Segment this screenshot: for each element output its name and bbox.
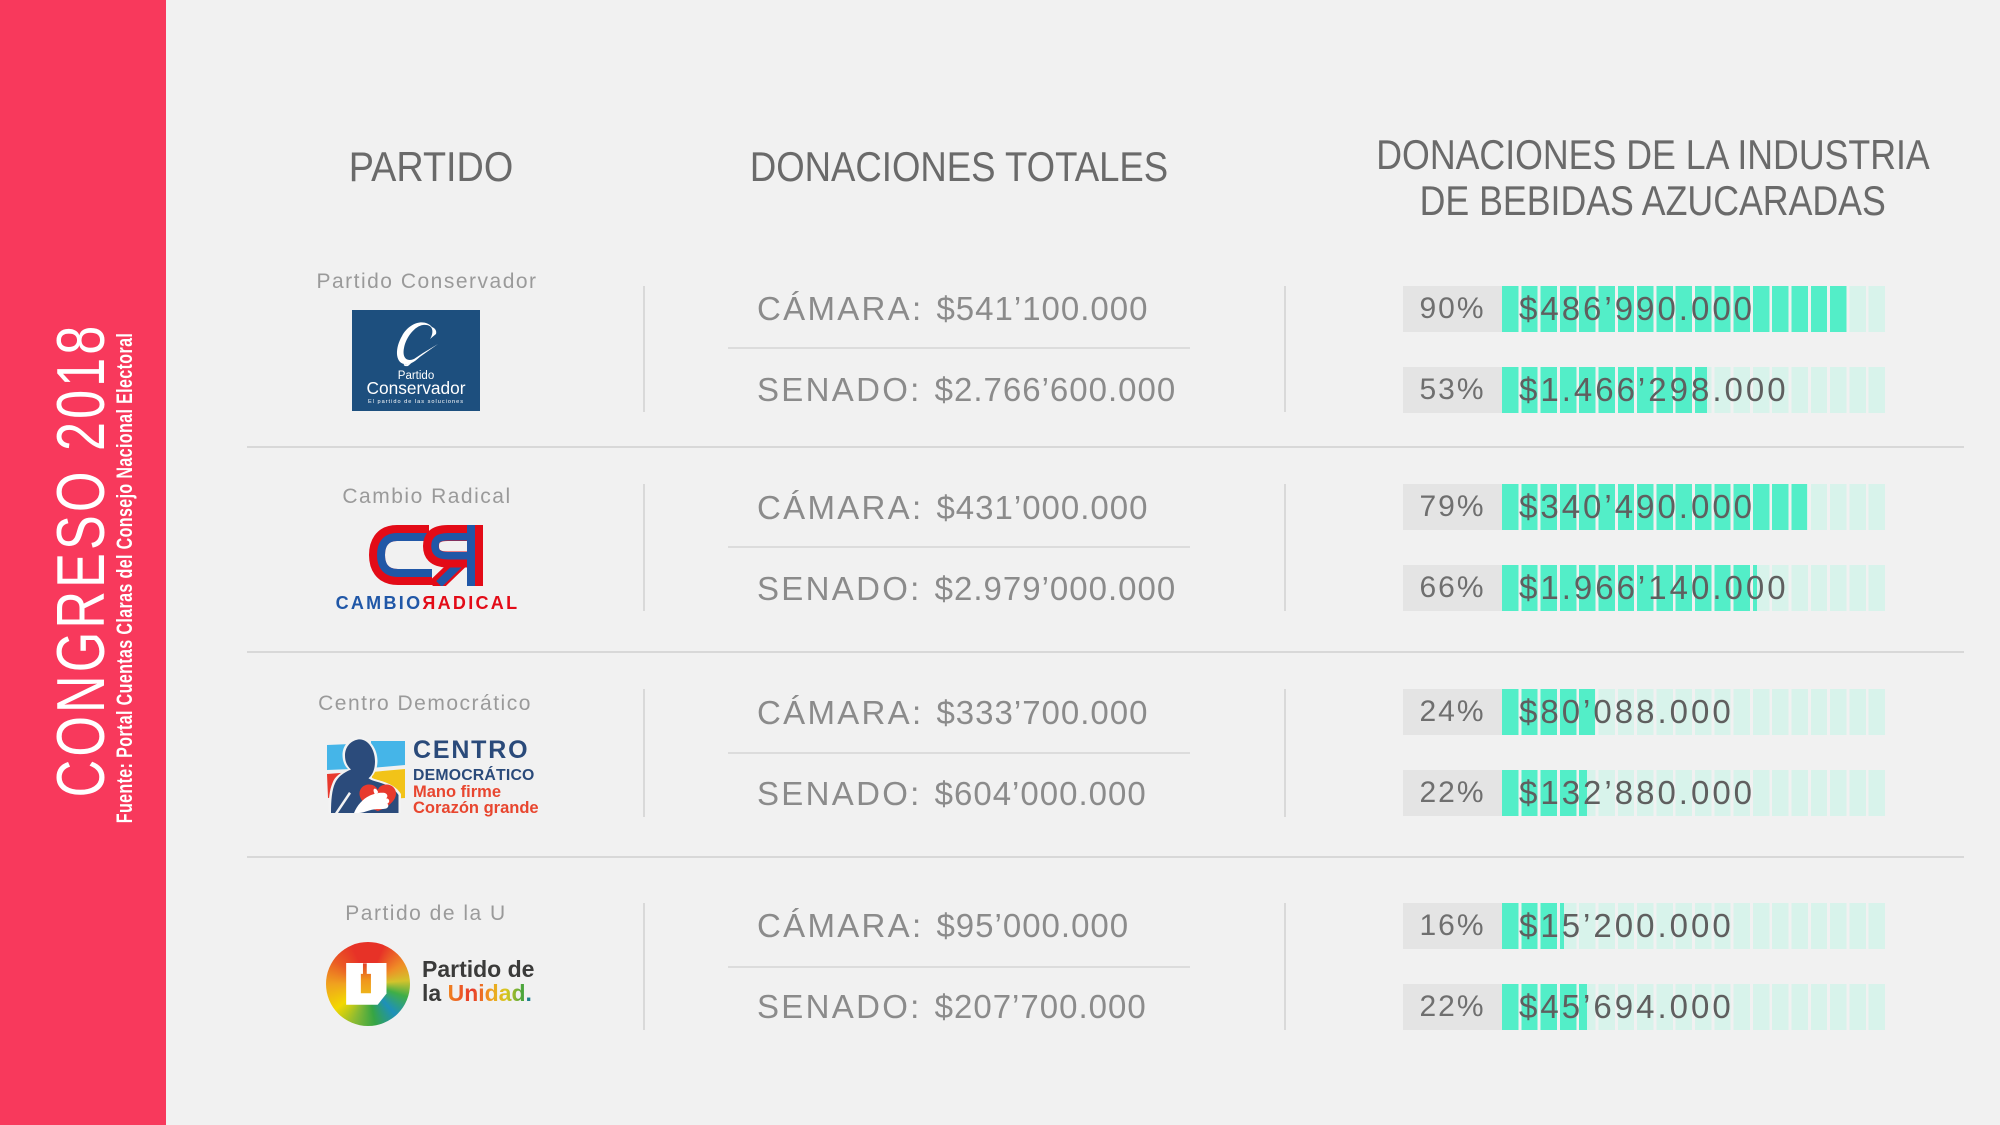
svg-text:El partido de las soluciones: El partido de las soluciones: [368, 399, 464, 405]
svg-text:Partido: Partido: [398, 370, 434, 382]
svg-text:Conservador: Conservador: [367, 378, 466, 398]
